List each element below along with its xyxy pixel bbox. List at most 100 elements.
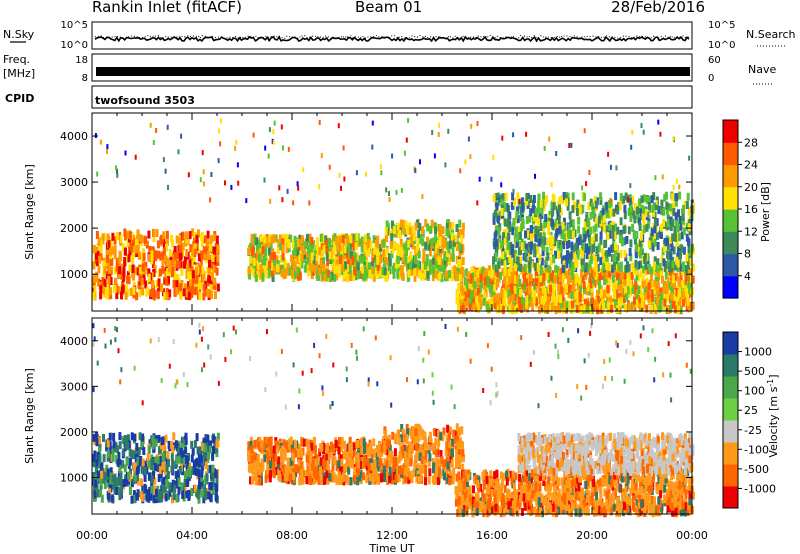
data-point [438,271,442,280]
data-point [379,164,382,169]
colorbar-tick-label: 28 [744,136,758,149]
data-point [128,448,132,457]
data-point [308,262,312,271]
data-point [399,219,403,228]
data-point [503,252,507,260]
data-point [556,240,560,248]
data-point [103,481,107,490]
data-point [289,457,293,466]
data-point [207,491,211,500]
data-point [596,295,600,304]
data-point [159,470,163,479]
data-point [578,277,582,286]
data-point [175,494,179,503]
data-point [405,240,409,249]
data-point [685,288,689,297]
data-point [132,250,136,259]
data-point [215,449,219,458]
data-point [212,446,215,455]
data-point [559,207,563,216]
data-point [284,472,288,481]
data-point [376,256,380,265]
data-point [583,298,587,307]
data-point [473,301,477,310]
data-point [300,235,304,244]
data-point [405,424,409,432]
data-point [108,287,112,296]
data-point [672,300,675,309]
data-point [567,231,571,239]
data-point [611,279,615,288]
data-point [590,202,594,211]
data-point [162,247,166,256]
data-point [565,198,568,207]
data-point [280,445,284,454]
data-point [325,252,329,261]
data-point [629,288,633,296]
data-point [635,272,639,280]
data-point [516,304,520,313]
data-point [382,239,386,248]
data-point [408,261,412,270]
data-point [576,285,580,294]
data-point [116,458,120,467]
data-point [171,268,175,277]
data-point [367,238,371,247]
data-point [623,211,627,220]
data-point [123,464,127,473]
data-point [417,443,421,452]
data-point [685,222,689,231]
data-point [269,436,273,445]
date-title: 28/Feb/2016 [611,0,705,16]
data-point [204,280,208,289]
data-point [672,275,675,284]
data-point [108,265,112,274]
data-point [209,284,213,293]
data-point [214,256,218,265]
data-point [387,268,390,277]
data-point [402,434,405,443]
data-point [143,466,147,475]
data-point [269,198,272,204]
data-point [136,451,140,460]
data-point [337,452,341,461]
data-point [527,299,531,308]
data-point [450,232,454,241]
data-point [469,275,473,284]
data-point [643,256,647,264]
data-point [247,450,251,459]
data-point [165,243,168,252]
data-point [266,468,270,477]
data-point [451,254,455,262]
data-point [537,218,540,227]
data-point [508,224,512,233]
data-point [617,297,621,306]
data-point [419,473,423,482]
data-point [492,194,496,203]
data-point [115,257,119,266]
data-point [252,264,256,273]
data-point [476,200,479,206]
data-point [335,237,339,245]
data-point [363,445,367,454]
data-point [148,472,152,481]
data-point [92,453,96,462]
data-point [577,225,581,234]
data-point [117,476,121,485]
colorbar-tick-label: 20 [744,181,758,194]
data-point [144,485,148,494]
data-point [107,236,111,245]
data-point [267,437,271,446]
data-point [327,270,331,278]
data-point [508,296,512,305]
data-point [442,264,446,273]
data-point [166,451,170,460]
data-point [551,236,555,245]
data-point [100,470,104,479]
data-point [407,117,410,123]
data-point [96,489,100,498]
data-point [93,285,97,294]
data-point [652,234,656,243]
data-point [463,293,467,302]
data-point [525,197,529,206]
